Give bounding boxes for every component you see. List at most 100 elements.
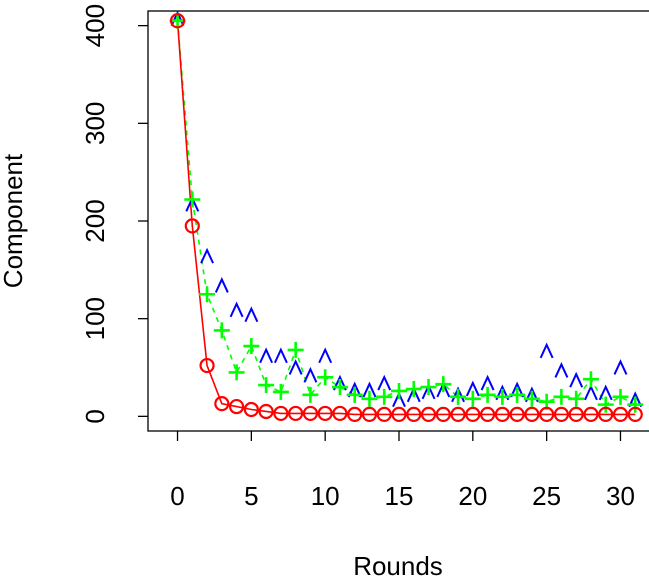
data-point bbox=[539, 406, 555, 422]
series-lines bbox=[176, 20, 636, 416]
data-point bbox=[391, 406, 407, 422]
data-point bbox=[613, 359, 628, 375]
data-point bbox=[554, 362, 569, 378]
data-point bbox=[287, 341, 304, 358]
x-tick-label: 30 bbox=[606, 481, 635, 511]
data-point bbox=[272, 383, 289, 400]
data-point bbox=[346, 386, 363, 403]
data-point bbox=[465, 406, 481, 422]
x-tick-label: 10 bbox=[311, 481, 340, 511]
data-point bbox=[569, 371, 584, 388]
data-point bbox=[494, 406, 510, 422]
data-point bbox=[317, 369, 334, 386]
y-tick-label: 400 bbox=[80, 4, 110, 47]
data-point bbox=[628, 391, 643, 408]
data-point bbox=[524, 406, 540, 422]
data-point bbox=[539, 342, 554, 359]
data-point bbox=[420, 379, 437, 396]
data-point bbox=[435, 376, 452, 393]
plot-box bbox=[147, 10, 649, 432]
x-tick-label: 0 bbox=[170, 481, 184, 511]
series-line-2 bbox=[176, 20, 636, 416]
y-tick-label: 0 bbox=[80, 409, 110, 423]
data-point bbox=[494, 388, 511, 405]
data-point bbox=[479, 386, 496, 403]
data-point bbox=[303, 366, 318, 383]
data-point bbox=[376, 406, 392, 422]
data-point bbox=[598, 406, 614, 422]
data-point bbox=[597, 396, 614, 413]
data-point bbox=[332, 405, 348, 422]
data-point bbox=[184, 191, 201, 208]
data-point bbox=[288, 359, 303, 375]
y-tick-label: 300 bbox=[80, 102, 110, 145]
data-point bbox=[199, 286, 216, 303]
data-point bbox=[288, 405, 304, 422]
data-point bbox=[361, 390, 378, 407]
data-point bbox=[347, 381, 362, 398]
data-point bbox=[627, 396, 644, 413]
data-point bbox=[200, 247, 214, 264]
data-point bbox=[465, 380, 480, 397]
data-point bbox=[243, 338, 260, 355]
data-point bbox=[450, 388, 467, 405]
data-point bbox=[273, 405, 289, 422]
data-point bbox=[169, 13, 186, 29]
data-point bbox=[627, 406, 643, 422]
data-point bbox=[302, 405, 319, 422]
series-markers bbox=[169, 10, 644, 422]
data-point bbox=[228, 398, 245, 415]
data-point bbox=[258, 377, 275, 394]
data-point bbox=[553, 388, 570, 405]
x-tick-label: 15 bbox=[385, 481, 414, 511]
data-point bbox=[612, 388, 629, 405]
data-point bbox=[406, 406, 422, 422]
data-point bbox=[450, 406, 466, 422]
data-point bbox=[377, 374, 392, 391]
data-point bbox=[598, 384, 613, 401]
data-point bbox=[317, 405, 333, 422]
data-point bbox=[523, 390, 540, 407]
data-point bbox=[199, 357, 215, 374]
data-point bbox=[391, 382, 407, 399]
data-point bbox=[214, 396, 230, 412]
data-point bbox=[509, 386, 526, 403]
data-point bbox=[213, 322, 230, 339]
x-tick-label: 20 bbox=[458, 481, 487, 511]
data-point bbox=[464, 390, 481, 407]
data-point bbox=[302, 386, 319, 403]
data-point bbox=[583, 406, 599, 422]
data-point bbox=[568, 390, 585, 407]
data-point bbox=[420, 406, 437, 422]
data-point bbox=[362, 381, 377, 398]
data-point bbox=[435, 406, 451, 422]
data-point bbox=[214, 277, 229, 293]
x-axis: 0 5 10 15 20 25 30 bbox=[170, 430, 635, 511]
data-point bbox=[347, 406, 363, 422]
data-point bbox=[568, 406, 584, 422]
data-point bbox=[273, 347, 288, 364]
data-point bbox=[510, 381, 525, 398]
data-point bbox=[243, 401, 259, 418]
data-point bbox=[244, 306, 259, 323]
data-point bbox=[582, 371, 599, 388]
y-axis-title: Component bbox=[0, 153, 28, 288]
data-point bbox=[184, 218, 200, 234]
data-point bbox=[612, 406, 629, 422]
x-axis-title: Rounds bbox=[353, 551, 443, 580]
data-point bbox=[584, 384, 598, 401]
data-point bbox=[318, 347, 333, 364]
data-point bbox=[229, 301, 244, 318]
data-point bbox=[479, 406, 496, 422]
x-tick-label: 25 bbox=[532, 481, 561, 511]
y-tick-label: 100 bbox=[80, 297, 110, 340]
data-point bbox=[405, 381, 422, 397]
data-point bbox=[480, 374, 495, 391]
data-point bbox=[376, 388, 393, 405]
y-tick-label: 200 bbox=[80, 199, 110, 242]
data-point bbox=[258, 403, 274, 420]
data-point bbox=[553, 406, 570, 422]
data-point bbox=[228, 364, 245, 381]
x-tick-label: 5 bbox=[244, 481, 258, 511]
